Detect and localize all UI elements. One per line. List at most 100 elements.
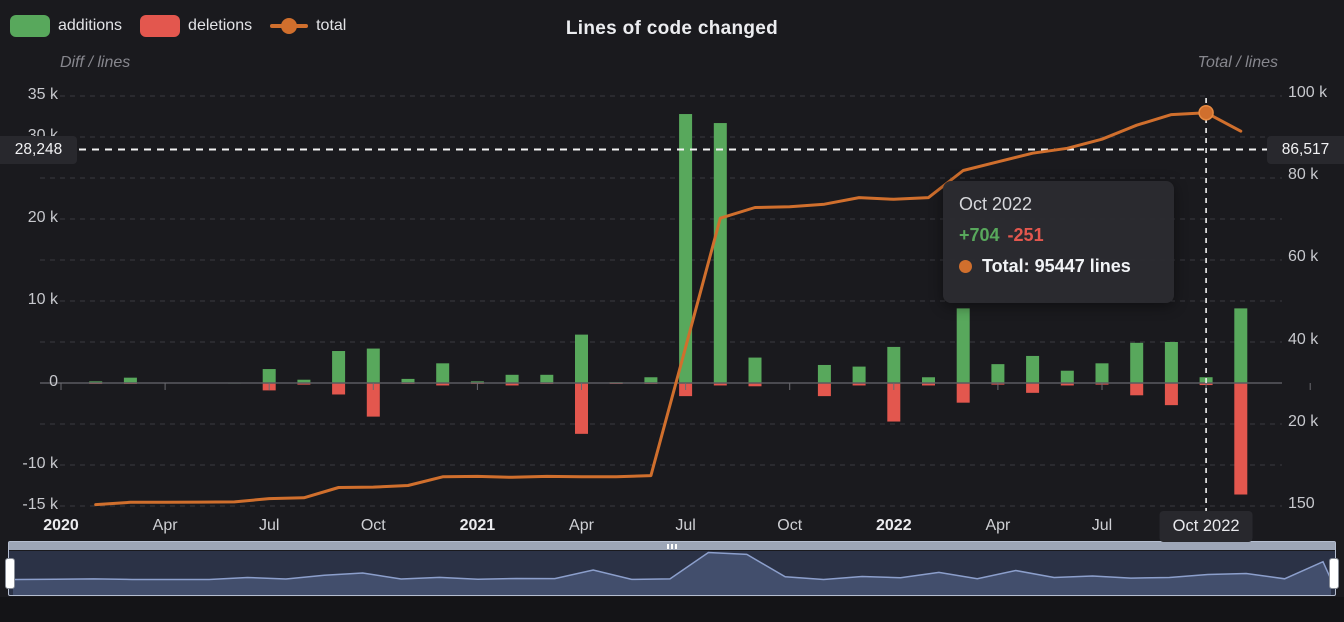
x-axis-tick-label: 2021 — [459, 517, 496, 534]
additions-bar[interactable] — [1026, 355, 1040, 383]
deletions-bar[interactable] — [748, 383, 762, 387]
plot-area[interactable] — [0, 80, 1344, 542]
crosshair-month-badge: Oct 2022 — [1159, 511, 1253, 542]
x-axis-tick-label: Oct — [360, 517, 386, 534]
crosshair-left-value-badge: 28,248 — [0, 136, 77, 164]
deletions-bar[interactable] — [1164, 383, 1178, 406]
deletions-bar[interactable] — [1060, 383, 1074, 386]
additions-bar[interactable] — [540, 374, 554, 383]
deletions-bar[interactable] — [1234, 383, 1248, 495]
deletions-swatch-icon — [140, 15, 181, 37]
deletions-bar[interactable] — [332, 383, 346, 395]
additions-bar[interactable] — [1234, 308, 1248, 383]
deletions-bar[interactable] — [575, 383, 588, 434]
additions-bar[interactable] — [505, 374, 519, 383]
bottom-strip — [0, 597, 1344, 622]
total-dot-icon — [959, 260, 972, 273]
datazoom-data-shadow — [13, 551, 1332, 595]
additions-bar[interactable] — [575, 334, 588, 383]
deletions-bar[interactable] — [922, 383, 935, 386]
deletions-bar[interactable] — [297, 383, 311, 385]
total-line[interactable] — [94, 111, 1243, 507]
additions-bar[interactable] — [401, 378, 415, 383]
right-axis-name: Total / lines — [1197, 54, 1278, 71]
x-axis-tick-label: Oct — [777, 517, 803, 534]
y-axis-left-tick-label: 10 k — [27, 291, 58, 308]
additions-bar[interactable] — [644, 377, 658, 383]
additions-swatch-icon — [10, 15, 50, 37]
datazoom-move-handle[interactable] — [9, 542, 1335, 551]
additions-bar[interactable] — [332, 351, 346, 383]
y-axis-right-tick-label: 150 — [1288, 494, 1315, 512]
additions-bar[interactable] — [852, 366, 866, 383]
y-axis-left-tick-label: 35 k — [27, 86, 58, 103]
additions-bar[interactable] — [679, 114, 693, 383]
y-axis-right-tick-label: 80 k — [1288, 166, 1319, 184]
x-axis-tick-label: 2022 — [876, 517, 912, 534]
deletions-bar[interactable] — [887, 383, 901, 422]
deletions-bar[interactable] — [366, 383, 380, 417]
legend-item-total[interactable]: total — [270, 15, 346, 37]
deletions-bar[interactable] — [436, 383, 450, 386]
additions-bar[interactable] — [1130, 342, 1144, 383]
additions-bar[interactable] — [1095, 363, 1109, 383]
deletions-bar[interactable] — [505, 383, 519, 386]
additions-bar[interactable] — [748, 357, 762, 383]
legend-label-total: total — [316, 17, 347, 34]
x-axis-tick-label: Apr — [569, 517, 594, 534]
y-axis-right-tick-label: 60 k — [1288, 248, 1319, 266]
tooltip-total: Total: 95447 lines — [982, 256, 1131, 276]
additions-bar[interactable] — [436, 363, 450, 383]
additions-bar[interactable] — [470, 381, 484, 383]
x-axis-tick-label: Jul — [1091, 517, 1113, 534]
datazoom-right-handle[interactable] — [1329, 558, 1339, 589]
additions-bar[interactable] — [817, 364, 831, 383]
y-axis-left-tick-label: -10 k — [22, 455, 58, 472]
additions-bar[interactable] — [123, 377, 137, 383]
deletions-bar[interactable] — [956, 383, 970, 403]
x-axis-tick-label: Apr — [152, 517, 178, 534]
datazoom-shadow-line — [13, 551, 1332, 581]
legend-item-deletions[interactable]: deletions — [140, 15, 252, 37]
total-highlight-dot[interactable] — [1198, 104, 1214, 121]
y-axis-right-tick-label: 100 k — [1288, 83, 1328, 101]
additions-bar[interactable] — [991, 364, 1005, 383]
total-line-marker-icon — [270, 15, 309, 37]
deletions-bar[interactable] — [713, 383, 727, 386]
y-axis-right-tick-label: 40 k — [1288, 330, 1319, 348]
additions-bar[interactable] — [713, 123, 727, 383]
datazoom-slider[interactable] — [5, 541, 1339, 596]
chart-title: Lines of code changed — [565, 18, 779, 39]
deletions-bar[interactable] — [1026, 383, 1040, 393]
additions-bar[interactable] — [262, 369, 276, 383]
chart-legend: additions deletions total — [10, 15, 346, 37]
x-axis-tick-label: Apr — [985, 517, 1011, 534]
datazoom-shadow-area — [13, 552, 1331, 595]
deletions-bar[interactable] — [817, 383, 831, 397]
y-axis-left-tick-label: -15 k — [22, 496, 58, 513]
x-axis-tick-label: Jul — [258, 517, 280, 534]
tooltip: Oct 2022 +704 -251 Total: 95447 lines — [943, 181, 1174, 303]
additions-bar[interactable] — [956, 308, 970, 383]
legend-item-additions[interactable]: additions — [10, 15, 122, 37]
y-axis-right-tick-label: 20 k — [1288, 412, 1319, 430]
additions-bar[interactable] — [887, 346, 901, 383]
additions-bar[interactable] — [89, 381, 103, 383]
tooltip-deletions: -251 — [1007, 225, 1044, 245]
left-axis-name: Diff / lines — [60, 54, 131, 71]
legend-label-additions: additions — [58, 17, 123, 34]
deletions-bar[interactable] — [1130, 383, 1144, 396]
y-axis-left-tick-label: 20 k — [27, 209, 58, 226]
additions-bar[interactable] — [297, 379, 311, 383]
tooltip-month: Oct 2022 — [959, 194, 1033, 214]
additions-bar[interactable] — [922, 377, 935, 383]
tooltip-additions: +704 — [959, 225, 1000, 245]
additions-bar[interactable] — [366, 348, 380, 383]
datazoom-left-handle[interactable] — [5, 558, 15, 589]
legend-label-deletions: deletions — [188, 17, 253, 34]
additions-bar[interactable] — [1060, 370, 1074, 383]
additions-bar[interactable] — [1164, 342, 1178, 383]
deletions-bar[interactable] — [852, 383, 866, 386]
x-axis-tick-label: Jul — [675, 517, 696, 534]
datazoom-grip-icon — [667, 544, 677, 549]
